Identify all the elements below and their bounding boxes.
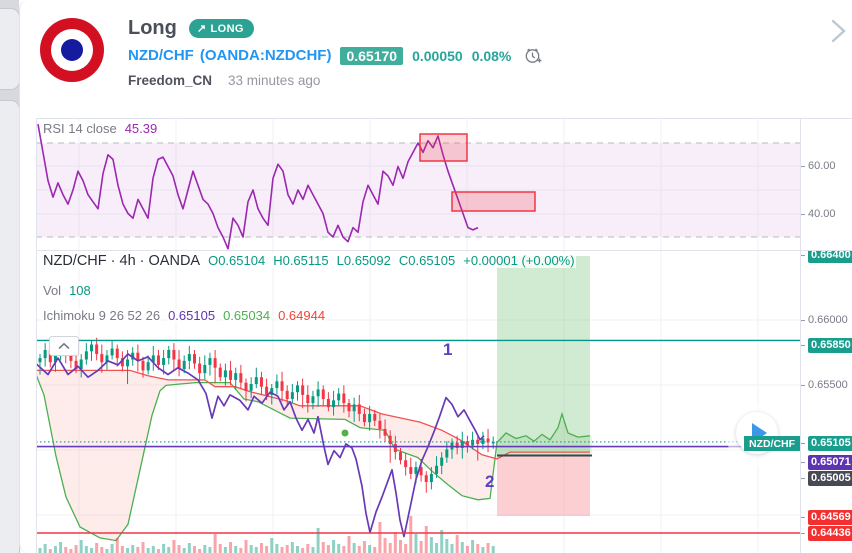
alert-add-icon[interactable] <box>524 46 543 65</box>
next-carousel-button[interactable] <box>825 16 851 46</box>
direction-badge: ↗ LONG <box>188 19 254 38</box>
posted-time: 33 minutes ago <box>228 73 321 88</box>
carousel-rail <box>0 0 20 553</box>
symbol-link[interactable]: NZD/CHF (OANDA:NZDCHF) <box>128 47 331 64</box>
price-change-pct: 0.08% <box>471 47 512 64</box>
idea-title-row: Long ↗ LONG <box>128 17 254 40</box>
price-badge: 0.65170 <box>340 46 404 65</box>
symbol-exchange: (OANDA:NZDCHF) <box>199 47 332 64</box>
trend-up-arrow-icon: ↗ <box>196 23 207 35</box>
direction-badge-label: LONG <box>210 22 244 35</box>
author-link[interactable]: Freedom_CN <box>128 73 213 88</box>
collapse-pane-button[interactable] <box>49 336 79 356</box>
avatar[interactable] <box>40 18 104 82</box>
play-button[interactable] <box>736 412 778 454</box>
idea-meta-row: Freedom_CN 33 minutes ago <box>128 73 320 88</box>
avatar-ring <box>51 29 93 71</box>
idea-title: Long <box>128 17 177 39</box>
avatar-center <box>61 39 83 61</box>
symbol-row: NZD/CHF (OANDA:NZDCHF) 0.65170 0.00050 0… <box>128 46 543 65</box>
symbol-name: NZD/CHF <box>128 47 194 64</box>
idea-card: Long ↗ LONG NZD/CHF (OANDA:NZDCHF) 0.651… <box>19 0 852 553</box>
price-change-abs: 0.00050 <box>412 47 463 64</box>
